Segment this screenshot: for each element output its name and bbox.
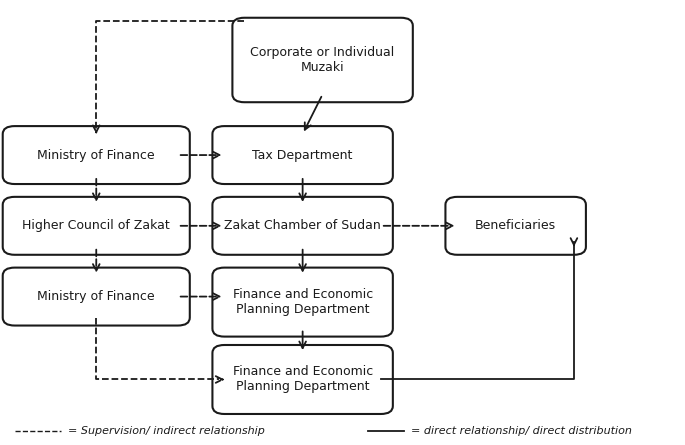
Text: Finance and Economic
Planning Department: Finance and Economic Planning Department [232,288,373,316]
Text: Corporate or Individual
Muzaki: Corporate or Individual Muzaki [251,46,395,74]
FancyBboxPatch shape [445,197,586,255]
Text: Zakat Chamber of Sudan: Zakat Chamber of Sudan [224,219,381,232]
FancyBboxPatch shape [232,18,413,102]
FancyBboxPatch shape [212,267,393,336]
FancyBboxPatch shape [212,197,393,255]
Text: Tax Department: Tax Department [253,149,353,162]
FancyBboxPatch shape [212,126,393,184]
FancyBboxPatch shape [3,267,190,326]
Text: Ministry of Finance: Ministry of Finance [38,149,155,162]
Text: Higher Council of Zakat: Higher Council of Zakat [23,219,170,232]
FancyBboxPatch shape [212,345,393,414]
FancyBboxPatch shape [3,197,190,255]
Text: Finance and Economic
Planning Department: Finance and Economic Planning Department [232,365,373,393]
FancyBboxPatch shape [3,126,190,184]
Text: Beneficiaries: Beneficiaries [475,219,556,232]
Text: = Supervision/ indirect relationship: = Supervision/ indirect relationship [68,426,265,436]
Text: = direct relationship/ direct distribution: = direct relationship/ direct distributi… [411,426,632,436]
Text: Ministry of Finance: Ministry of Finance [38,290,155,303]
